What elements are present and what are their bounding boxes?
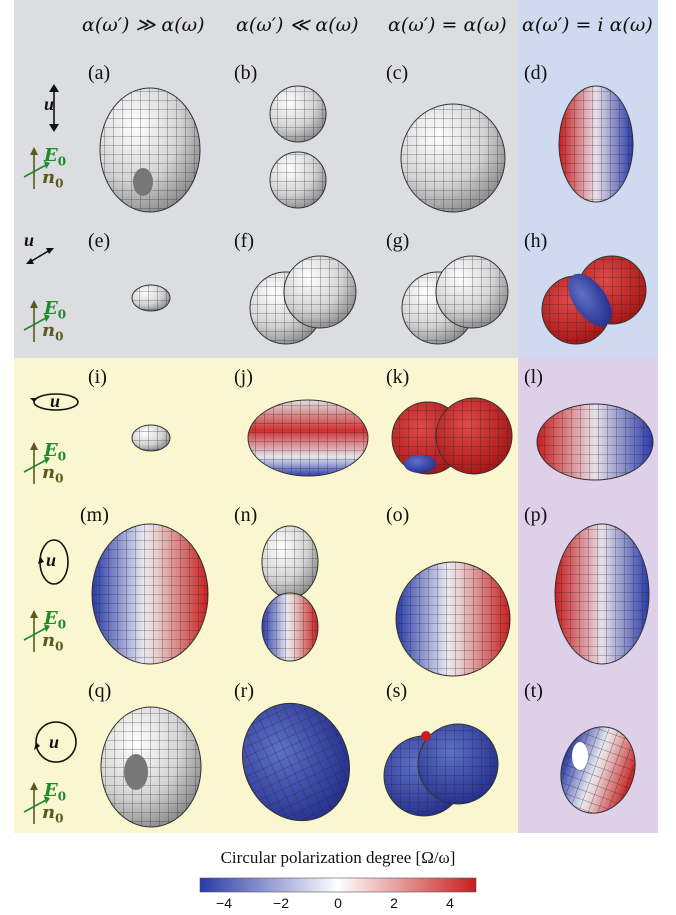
n0-symbol: n [42, 167, 56, 188]
colorbar-tick-neg2: −2 [273, 895, 289, 911]
surface-n [261, 525, 319, 662]
n0-symbol: n [42, 462, 56, 483]
e0-subscript: 0 [57, 449, 67, 464]
column-header-3: α(ω′) = α(ω) [388, 14, 507, 36]
e0-symbol: E [44, 440, 58, 461]
panel-label-p: (p) [524, 504, 548, 526]
panel-label-f: (f) [234, 230, 254, 252]
axes-label-row2: E0 n0 [22, 298, 92, 348]
n0-subscript: 0 [55, 176, 64, 191]
e0-subscript: 0 [57, 307, 67, 322]
panel-label-s: (s) [386, 680, 408, 702]
colorbar-title: Circular polarization degree [Ω/ω] [220, 848, 456, 867]
panel-label-m: (m) [80, 504, 109, 526]
e0-symbol: E [44, 298, 58, 319]
u-ellipse-horizontal-icon [30, 393, 79, 411]
u-ellipse-tall-icon [38, 539, 69, 585]
surface-s [383, 723, 499, 817]
panel-label-n: (n) [234, 504, 258, 526]
n0-symbol: n [42, 802, 56, 823]
surface-l [536, 403, 654, 481]
panel-label-l: (l) [524, 366, 543, 388]
column-header-4: α(ω′) = i α(ω) [522, 14, 653, 36]
n0-subscript: 0 [55, 811, 64, 826]
surface-o [395, 561, 511, 677]
u-label-row4: u [46, 550, 57, 570]
axes-label-row5: E0 n0 [22, 780, 92, 830]
column-header-1: α(ω′) ≫ α(ω) [82, 14, 205, 36]
e0-symbol: E [44, 780, 58, 801]
u-label-row1: u [44, 94, 55, 114]
surface-a [99, 87, 201, 213]
colorbar-tick-0: 0 [334, 895, 342, 911]
panel-label-c: (c) [386, 62, 409, 84]
panel-label-a: (a) [88, 62, 111, 84]
u-label-row2: u [24, 230, 35, 250]
surface-j [247, 399, 369, 477]
column-header-2: α(ω′) ≪ α(ω) [236, 14, 359, 36]
surface-c [400, 103, 506, 213]
surface-g [401, 255, 509, 345]
surface-h [541, 255, 647, 345]
panel-label-d: (d) [524, 62, 548, 84]
e0-subscript: 0 [57, 617, 67, 632]
panel-label-t: (t) [524, 680, 543, 702]
n0-symbol: n [42, 630, 56, 651]
surface-r [241, 702, 351, 822]
colorbar-tick-neg4: −4 [216, 895, 232, 911]
surface-k [391, 397, 513, 475]
colorbar [199, 877, 477, 893]
e0-symbol: E [44, 145, 58, 166]
panel-label-k: (k) [386, 366, 410, 388]
u-label-row5: u [49, 732, 60, 752]
panel-label-j: (j) [234, 366, 253, 388]
axes-label-row1: E0 n0 [22, 145, 92, 195]
surface-e [131, 284, 171, 312]
surface-t [560, 726, 636, 814]
panel-label-i: (i) [88, 366, 107, 388]
axes-label-row3: E0 n0 [22, 440, 92, 490]
u-label-row3: u [50, 391, 61, 411]
panel-label-g: (g) [386, 230, 410, 252]
surface-i [131, 424, 171, 452]
u-circle-icon [34, 721, 77, 763]
u-vertical-arrow-icon [49, 84, 59, 132]
e0-symbol: E [44, 608, 58, 629]
panel-label-r: (r) [234, 680, 254, 702]
colorbar-tick-2: 2 [390, 895, 398, 911]
surface-f [249, 255, 357, 345]
colorbar-tick-4: 4 [446, 895, 454, 911]
n0-symbol: n [42, 320, 56, 341]
axes-label-row4: E0 n0 [22, 608, 92, 658]
n0-subscript: 0 [55, 329, 64, 344]
panel-label-h: (h) [524, 230, 548, 252]
surface-p [554, 523, 650, 665]
n0-subscript: 0 [55, 471, 64, 486]
e0-subscript: 0 [57, 789, 67, 804]
e0-subscript: 0 [57, 154, 67, 169]
surface-b [269, 85, 327, 209]
surface-q [100, 706, 202, 828]
n0-subscript: 0 [55, 639, 64, 654]
u-diagonal-arrow-icon [26, 248, 54, 264]
panel-label-e: (e) [88, 230, 111, 252]
panel-label-b: (b) [234, 62, 258, 84]
panel-label-q: (q) [88, 680, 112, 702]
surface-m [91, 523, 209, 665]
panel-label-o: (o) [386, 504, 410, 526]
surface-d [558, 85, 634, 203]
